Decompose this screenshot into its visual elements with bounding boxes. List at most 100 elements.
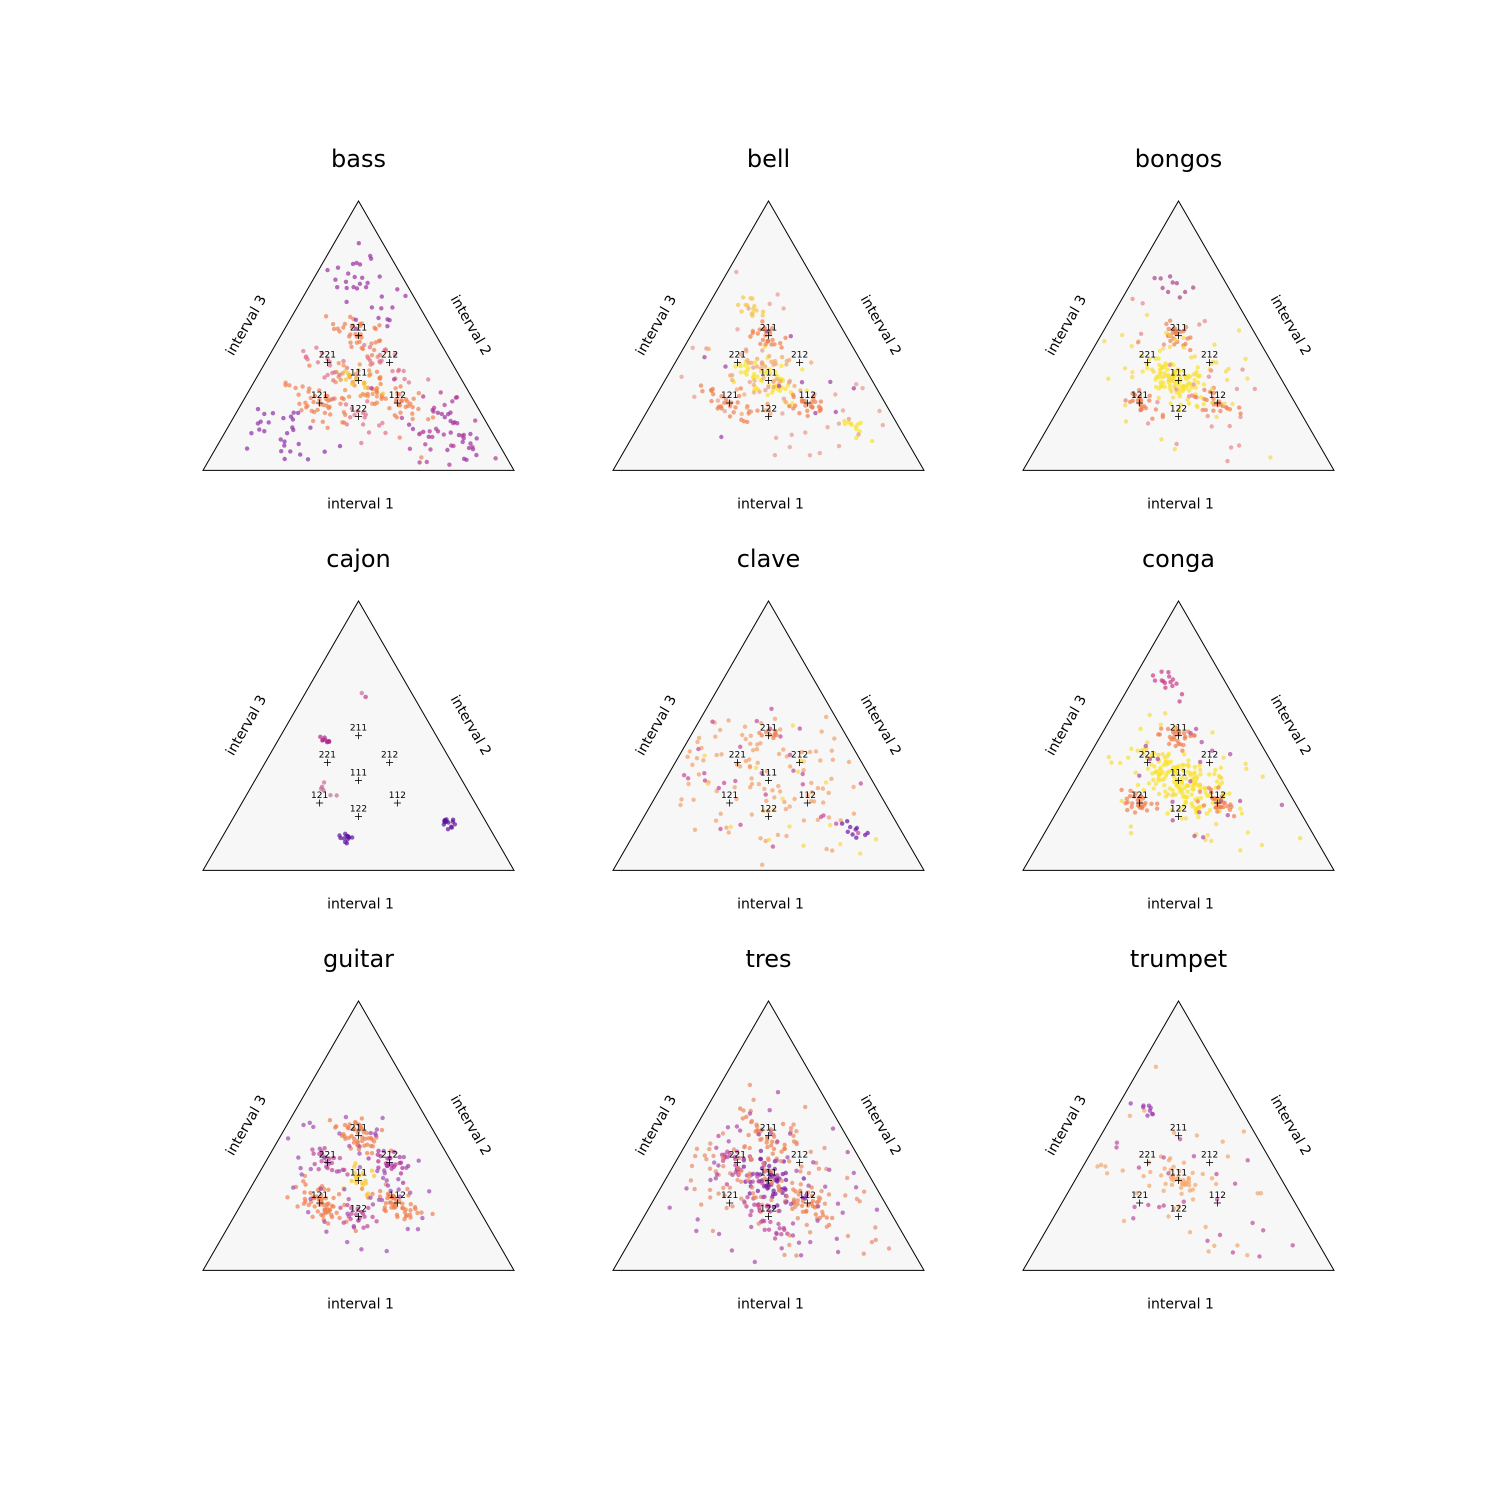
data-point (1239, 811, 1245, 816)
data-point (745, 1195, 750, 1200)
data-point (1167, 332, 1173, 338)
data-point (821, 800, 826, 805)
data-point (1133, 770, 1139, 775)
panel-title: bass (331, 145, 386, 173)
data-point (693, 1153, 698, 1159)
data-point (1146, 1103, 1152, 1108)
data-point (772, 716, 778, 721)
data-point (750, 328, 756, 334)
reference-label: 111 (760, 769, 777, 779)
data-point (353, 317, 359, 322)
data-point (755, 1188, 761, 1194)
data-point (1237, 798, 1243, 804)
data-point (724, 1182, 730, 1187)
data-point (712, 1160, 717, 1165)
data-point (742, 392, 747, 397)
data-point (310, 1147, 315, 1152)
panel-title: clave (737, 545, 801, 573)
data-point (415, 1227, 421, 1232)
data-point (1200, 407, 1205, 413)
data-point (470, 444, 475, 450)
data-point (1180, 775, 1185, 780)
data-point (1128, 788, 1133, 793)
data-point (791, 1197, 797, 1202)
data-point (359, 335, 364, 340)
reference-label: 221 (729, 351, 746, 361)
data-point (760, 313, 765, 318)
data-point (718, 811, 723, 816)
data-point (450, 420, 456, 426)
reference-marker-122: 122 (760, 1204, 777, 1220)
data-point (833, 392, 838, 397)
reference-label: 111 (760, 369, 777, 379)
data-point (799, 1164, 804, 1169)
data-point (800, 1199, 806, 1204)
data-point (1203, 407, 1209, 413)
reference-marker-111: 111 (350, 769, 367, 785)
data-point (1178, 377, 1183, 383)
data-point (416, 406, 421, 412)
data-point (1166, 326, 1171, 332)
data-point (760, 862, 765, 867)
data-point (1140, 369, 1145, 374)
panel-title: conga (1142, 545, 1215, 573)
data-point (1146, 781, 1152, 786)
data-point (851, 784, 856, 790)
data-point (389, 1166, 394, 1172)
data-point (453, 395, 459, 400)
data-point (354, 1180, 359, 1186)
data-point (1128, 830, 1134, 836)
data-point (426, 417, 431, 422)
reference-label: 211 (1170, 724, 1187, 734)
data-point (374, 1127, 380, 1132)
data-point (1140, 301, 1145, 306)
data-point (740, 1116, 745, 1121)
data-point (709, 398, 714, 404)
data-point (738, 744, 743, 749)
data-point (787, 1242, 792, 1248)
data-point (790, 1233, 796, 1238)
data-point (750, 313, 755, 318)
data-point (747, 1145, 752, 1151)
data-point (1170, 677, 1176, 682)
data-point (705, 781, 711, 786)
data-point (685, 754, 690, 759)
data-point (761, 808, 766, 813)
data-point (748, 785, 753, 790)
data-point (873, 837, 879, 842)
data-point (362, 415, 367, 420)
data-point (290, 417, 296, 422)
data-point (775, 373, 780, 379)
data-point (383, 396, 388, 401)
data-point (1158, 370, 1164, 376)
data-point (1154, 374, 1159, 380)
data-point (1167, 274, 1173, 279)
data-point (1177, 1137, 1183, 1142)
data-point (365, 399, 370, 404)
panel-title: cajon (326, 545, 390, 573)
reference-marker-211: 211 (350, 324, 367, 340)
data-point (1147, 1108, 1153, 1113)
data-point (748, 296, 753, 301)
data-point (1153, 781, 1159, 786)
data-point (766, 837, 772, 843)
data-point (727, 403, 733, 409)
reference-marker-221: 221 (729, 351, 746, 367)
data-point (404, 1165, 409, 1171)
data-point (759, 1136, 764, 1142)
data-point (1158, 276, 1163, 281)
data-point (863, 832, 868, 838)
data-point (341, 836, 346, 841)
data-point (417, 460, 422, 465)
data-point (707, 1146, 712, 1152)
reference-marker-221: 221 (1139, 351, 1156, 367)
data-point (1174, 331, 1179, 336)
data-point (1191, 285, 1196, 290)
data-point (1130, 296, 1135, 302)
data-point (805, 413, 810, 419)
data-point (1206, 374, 1212, 379)
data-point (1192, 354, 1198, 359)
data-point (778, 341, 783, 346)
data-point (1211, 390, 1217, 396)
data-point (1205, 793, 1210, 798)
